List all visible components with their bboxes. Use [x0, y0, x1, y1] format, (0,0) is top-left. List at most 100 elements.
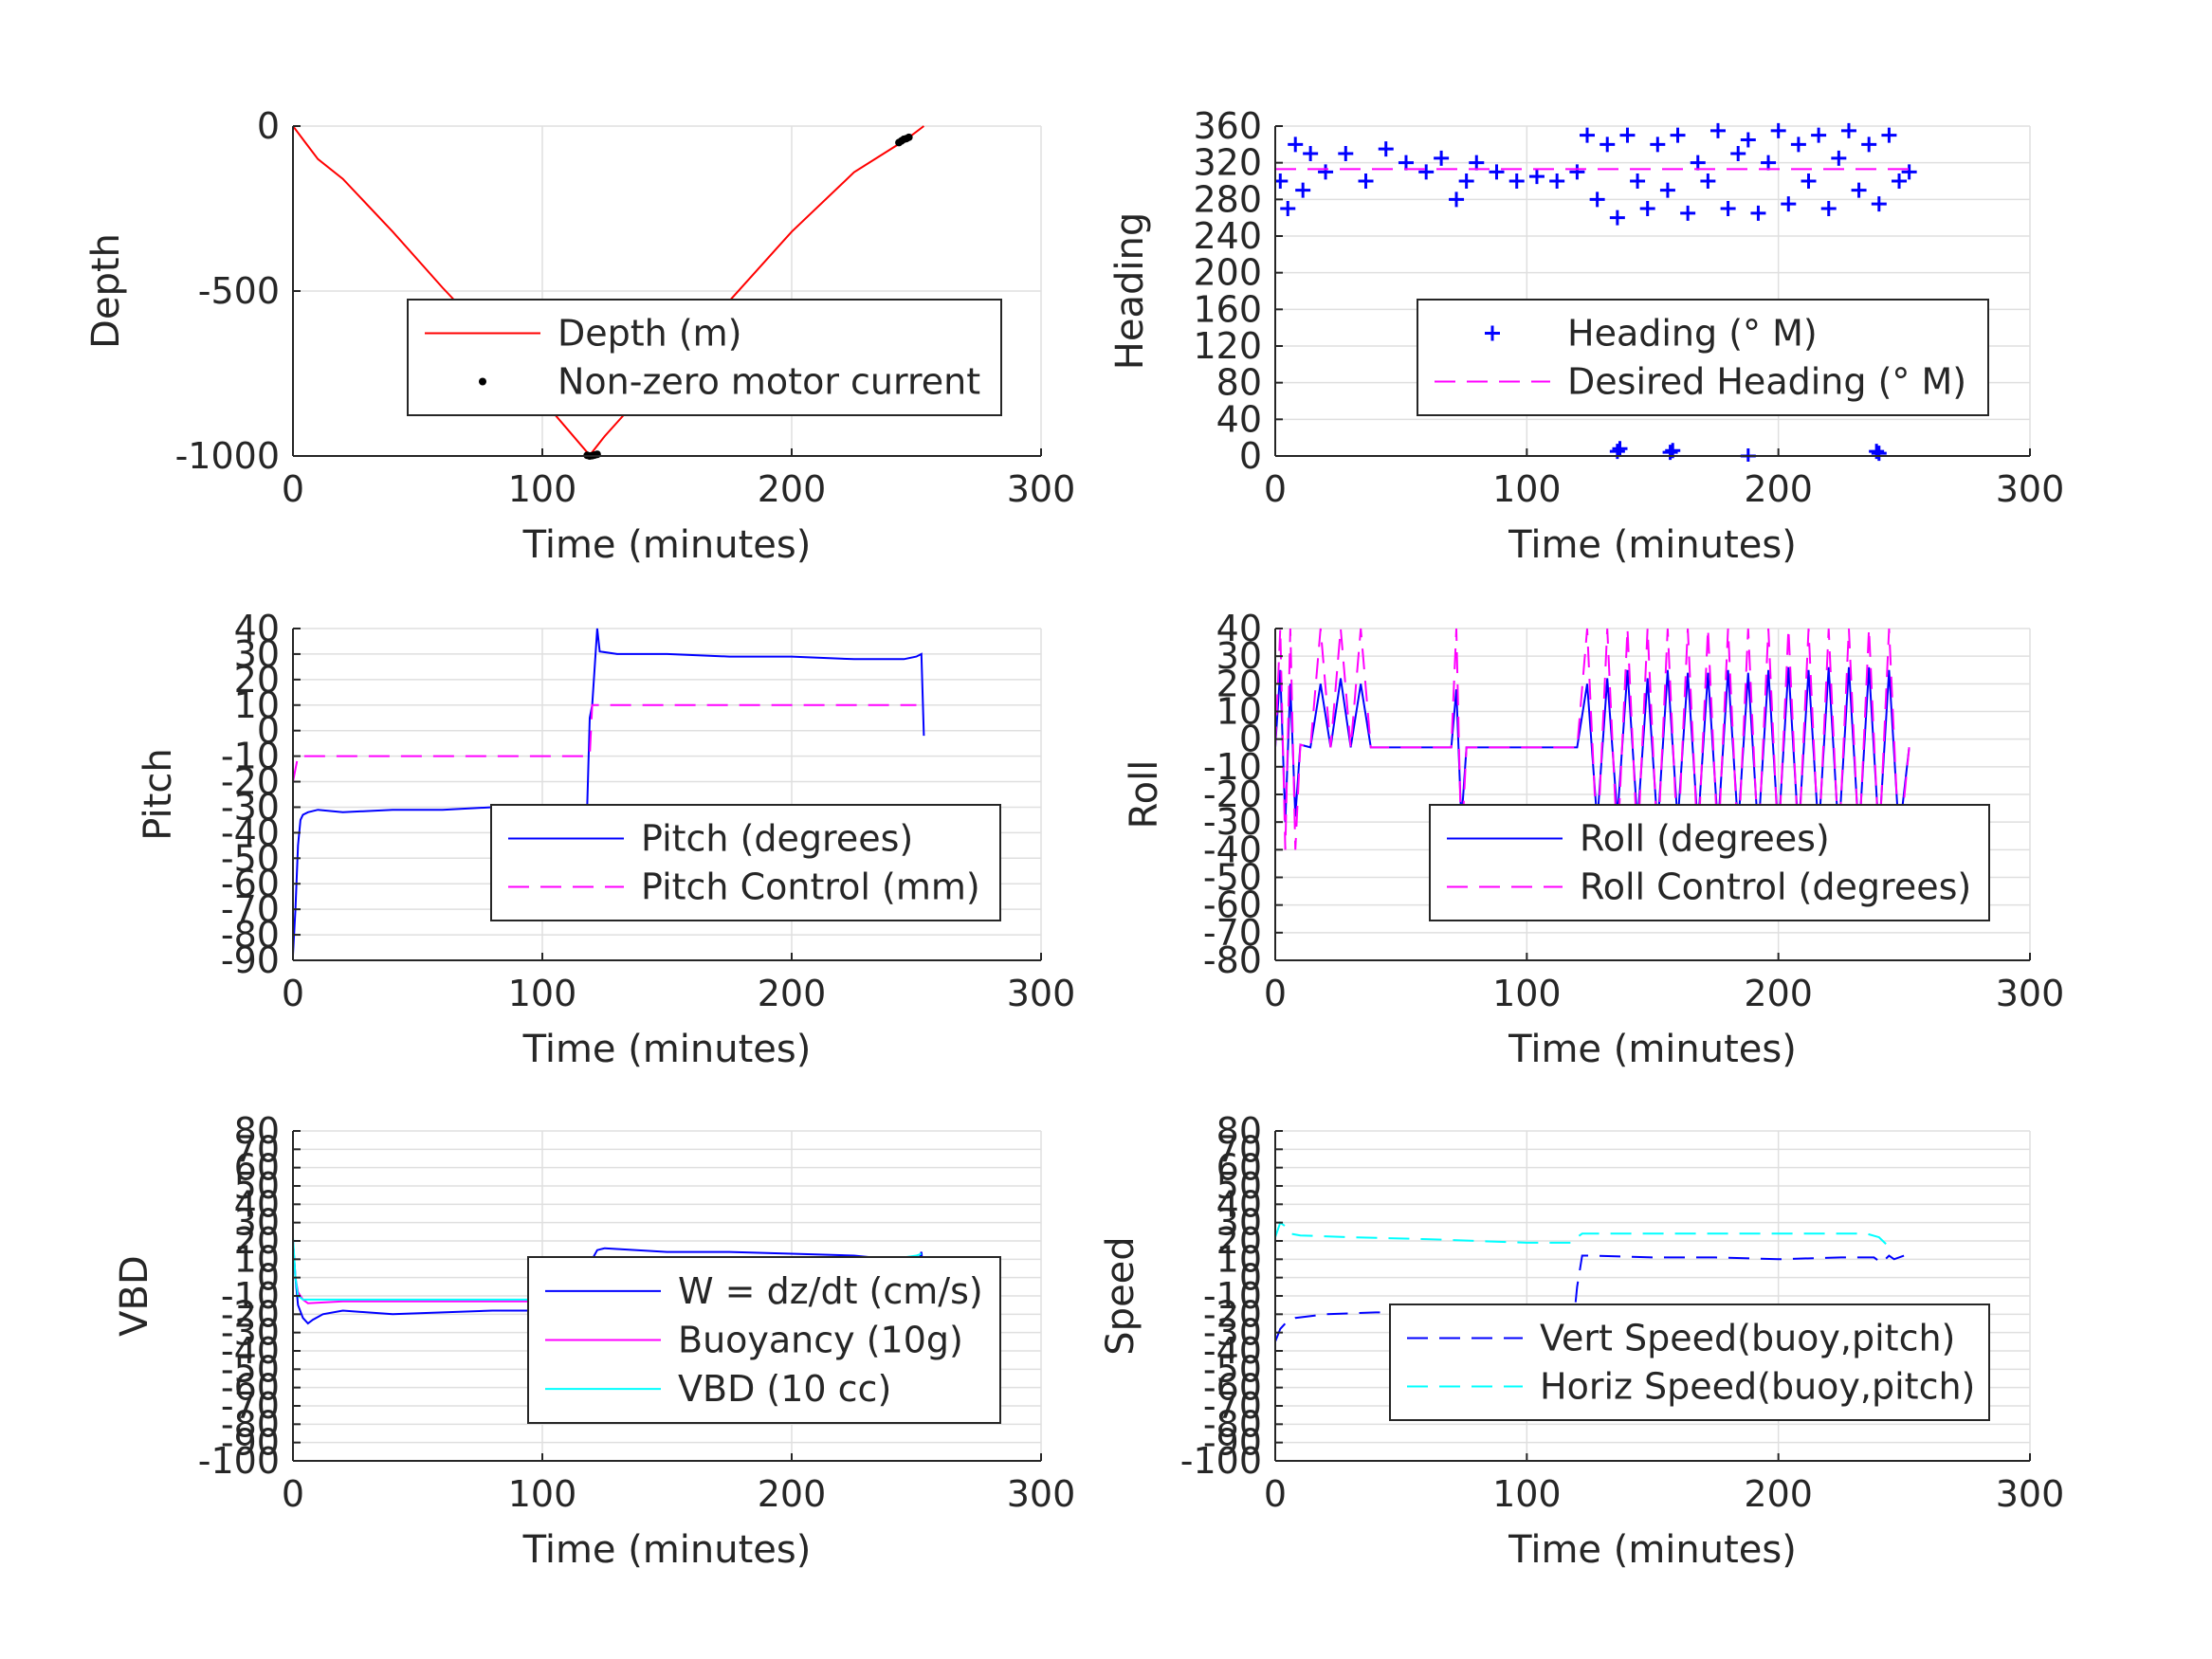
subplot-5: 0 100 200 300-100-90-80-70-60-50-40-30-20-1…: [1099, 1110, 2064, 1572]
y-tick-label: -70: [221, 1385, 280, 1427]
y-tick-label: -70: [221, 888, 280, 930]
data-point: [1901, 164, 1917, 180]
y-tick-label: -80: [221, 914, 280, 956]
data-point: [1580, 127, 1596, 143]
y-axis-label: Depth: [84, 233, 128, 349]
legend: Depth (m) Non-zero motor current: [407, 299, 1002, 416]
data-point: [1881, 127, 1897, 143]
y-tick-label: 80: [1216, 362, 1262, 404]
legend-label: Roll Control (degrees): [1580, 866, 1971, 908]
legend: Heading (° M) Desired Heading (° M): [1417, 299, 1989, 416]
y-axis-label: Pitch: [137, 748, 180, 840]
y-tick-label: 0: [257, 105, 280, 147]
y-tick-label: -50: [221, 1348, 280, 1390]
y-tick-label: 80: [234, 1110, 280, 1152]
x-tick-label: 0: [282, 1473, 304, 1515]
x-axis-label: Time (minutes): [522, 1028, 812, 1071]
y-tick-label: -80: [1203, 939, 1262, 981]
legend: Roll (degrees) Roll Control (degrees): [1429, 804, 1990, 921]
y-tick-label: -50: [1203, 857, 1262, 899]
data-point: [1820, 201, 1837, 216]
data-point: [1871, 446, 1887, 462]
legend-label: Roll (degrees): [1580, 818, 1830, 860]
y-tick-label: 60: [1216, 1147, 1262, 1189]
data-point: [1639, 201, 1655, 216]
data-point: [1840, 122, 1856, 138]
y-tick-label: -70: [1203, 1385, 1262, 1427]
y-tick-label: -90: [1203, 1422, 1262, 1464]
y-tick-label: -60: [1203, 884, 1262, 926]
subplot-4: 0 100 200 300-100-90-80-70-60-50-40-30-20-1…: [113, 1110, 1075, 1572]
legend-label: Buoyancy (10g): [678, 1320, 963, 1361]
legend-label: Horiz Speed(buoy,pitch): [1540, 1366, 1975, 1408]
series-1: [293, 703, 917, 782]
series-0: [293, 125, 925, 457]
y-axis-label: Roll: [1123, 760, 1166, 830]
legend-box: [1429, 804, 1990, 921]
data-point: [1609, 210, 1625, 226]
y-tick-label: 20: [1216, 1220, 1262, 1262]
data-point: [1434, 150, 1450, 166]
y-tick-label: 0: [1239, 1257, 1262, 1299]
y-tick-label: 0: [1239, 719, 1262, 760]
data-point: [1690, 155, 1706, 171]
y-tick-label: 360: [1193, 105, 1262, 147]
y-tick-label: -10: [1203, 746, 1262, 788]
y-tick-label: -50: [1203, 1348, 1262, 1390]
legend-marker: [479, 377, 486, 386]
data-point: [1303, 146, 1319, 161]
y-tick-label: 120: [1193, 325, 1262, 367]
series-line: [293, 125, 925, 457]
x-tick-label: 200: [758, 1473, 827, 1515]
x-axis-label: Time (minutes): [1508, 1528, 1797, 1572]
y-tick-label: 40: [234, 608, 280, 649]
y-tick-label: 30: [1216, 635, 1262, 677]
data-point: [1670, 127, 1686, 143]
y-tick-label: -30: [221, 786, 280, 828]
x-tick-label: 100: [508, 1473, 577, 1515]
legend-box: [1417, 299, 1989, 416]
y-tick-label: -90: [221, 1422, 280, 1464]
y-tick-label: -40: [1203, 1330, 1262, 1372]
y-tick-label: -80: [1203, 1403, 1262, 1445]
data-point: [1662, 445, 1678, 461]
data-point: [1770, 122, 1786, 138]
y-tick-label: -70: [1203, 912, 1262, 954]
y-tick-label: 30: [234, 633, 280, 675]
legend: Pitch (degrees) Pitch Control (mm): [490, 804, 1001, 921]
y-tick-label: -60: [221, 1367, 280, 1409]
legend-label: Desired Heading (° M): [1567, 361, 1966, 403]
y-tick-label: 30: [234, 1202, 280, 1244]
y-tick-label: -40: [221, 811, 280, 853]
subplot-2: 0 100 200 300-90-80-70-60-50-40-30-20-10010…: [137, 608, 1075, 1071]
y-tick-label: 50: [1216, 1165, 1262, 1207]
data-point: [1489, 164, 1505, 180]
y-tick-label: 40: [1216, 608, 1262, 649]
legend-label: Vert Speed(buoy,pitch): [1540, 1318, 1955, 1359]
y-tick-label: 0: [1239, 435, 1262, 477]
x-tick-label: 0: [282, 468, 304, 510]
y-tick-label: 40: [1216, 1183, 1262, 1225]
data-point: [1418, 164, 1435, 180]
legend-box: [407, 299, 1002, 416]
y-tick-label: -30: [221, 1312, 280, 1354]
y-tick-label: 200: [1193, 252, 1262, 294]
data-point: [1801, 173, 1817, 189]
data-point: [1761, 155, 1777, 171]
series-line: [1275, 1221, 1895, 1247]
data-point: [1458, 173, 1474, 189]
y-tick-label: 20: [1216, 663, 1262, 704]
y-tick-label: 20: [234, 1220, 280, 1262]
y-tick-label: 160: [1193, 288, 1262, 330]
y-tick-label: 70: [234, 1128, 280, 1170]
y-tick-label: -10: [221, 736, 280, 777]
data-point: [1469, 155, 1485, 171]
legend-box: [490, 804, 1001, 921]
y-tick-label: 10: [1216, 691, 1262, 733]
y-tick-label: 10: [234, 684, 280, 726]
legend: W = dz/dt (cm/s) Buoyancy (10g) VBD (10 cc…: [527, 1256, 1001, 1424]
x-tick-label: 300: [1007, 1473, 1076, 1515]
x-tick-label: 200: [1744, 973, 1813, 1014]
x-axis-label: Time (minutes): [522, 523, 812, 567]
y-tick-label: -50: [221, 837, 280, 879]
